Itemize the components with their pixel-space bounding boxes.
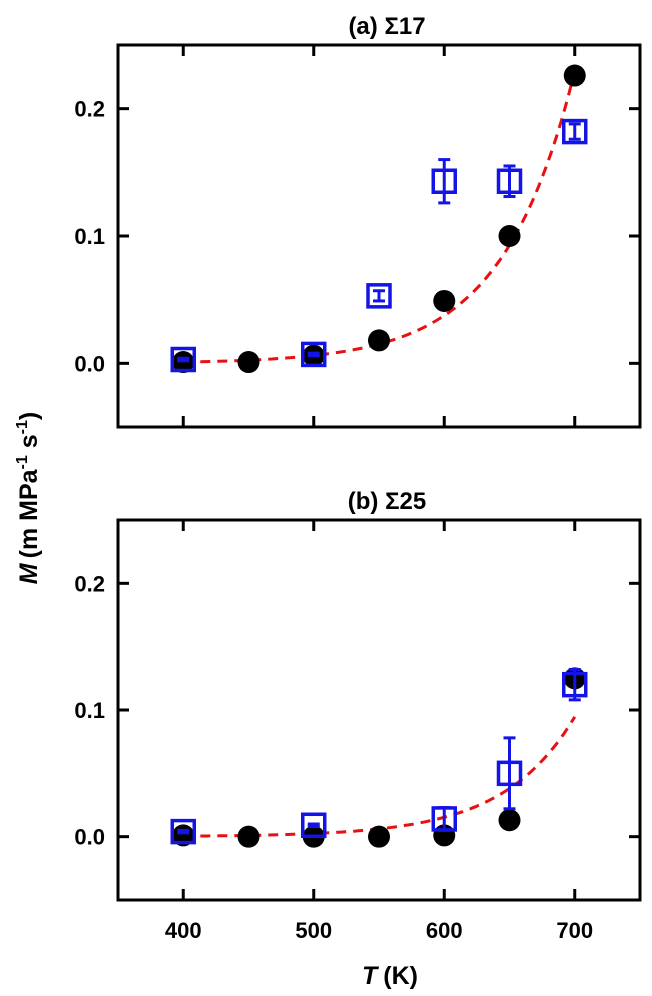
y-axis-sup-2: -1 — [14, 420, 31, 434]
square-point — [496, 168, 523, 194]
error-bar — [373, 289, 385, 303]
x-axis-unit: (K) — [383, 962, 418, 990]
x-axis-title: T (K) — [362, 962, 418, 990]
x-tick-label: 400 — [165, 918, 202, 943]
circle-point — [498, 809, 521, 832]
circle-point — [563, 64, 586, 87]
square-point — [301, 341, 327, 368]
y-axis-unit-close: ) — [15, 412, 43, 420]
square-point — [301, 812, 327, 839]
y-axis-title: M(m MPa-1 s-1) — [14, 412, 43, 584]
y-axis-unit-mid: s — [15, 434, 43, 455]
error-bar — [438, 158, 451, 205]
panel-b: (b) Σ25 400 500 600 700 0.0 0.1 0.2 — [74, 488, 642, 943]
square-point — [366, 283, 392, 309]
error-bar — [568, 122, 581, 141]
square-point — [170, 818, 196, 845]
y-tick-label: 0.1 — [74, 698, 105, 723]
y-tick-label: 0.1 — [74, 224, 105, 249]
fit-curve — [183, 70, 577, 364]
y-tick-label: 0.2 — [74, 97, 105, 122]
panel-title: (b) Σ25 — [348, 488, 426, 515]
circle-point — [433, 289, 456, 312]
square-point — [562, 671, 588, 698]
circle-point — [237, 351, 260, 374]
circle-point — [368, 329, 390, 352]
circle-point — [237, 825, 260, 848]
square-point — [170, 346, 196, 373]
square-point — [562, 118, 588, 145]
plot-frame — [116, 43, 642, 429]
error-bar — [307, 822, 320, 829]
y-axis-symbol: M — [15, 562, 43, 584]
y-tick-label: 0.0 — [74, 825, 105, 850]
y-axis-sup-1: -1 — [14, 455, 31, 469]
x-tick-label: 700 — [556, 918, 593, 943]
error-bar — [307, 351, 320, 358]
square-point — [431, 168, 457, 194]
error-bar — [177, 356, 190, 363]
circle-point — [498, 225, 521, 247]
square-point — [431, 806, 457, 832]
circle-point — [368, 825, 390, 848]
error-bar — [177, 828, 190, 835]
panel-a: (a) Σ17 0.0 0.1 0.2 — [74, 13, 642, 429]
x-axis-symbol: T — [362, 962, 380, 990]
panel-title: (a) Σ17 — [348, 13, 425, 40]
x-tick-label: 500 — [295, 918, 332, 943]
error-bar — [503, 736, 516, 811]
y-tick-label: 0.0 — [74, 351, 105, 376]
x-tick-label: 600 — [426, 918, 463, 943]
y-tick-label: 0.2 — [74, 571, 105, 596]
y-axis-unit-open: (m MPa — [15, 468, 43, 558]
square-point — [496, 760, 523, 787]
